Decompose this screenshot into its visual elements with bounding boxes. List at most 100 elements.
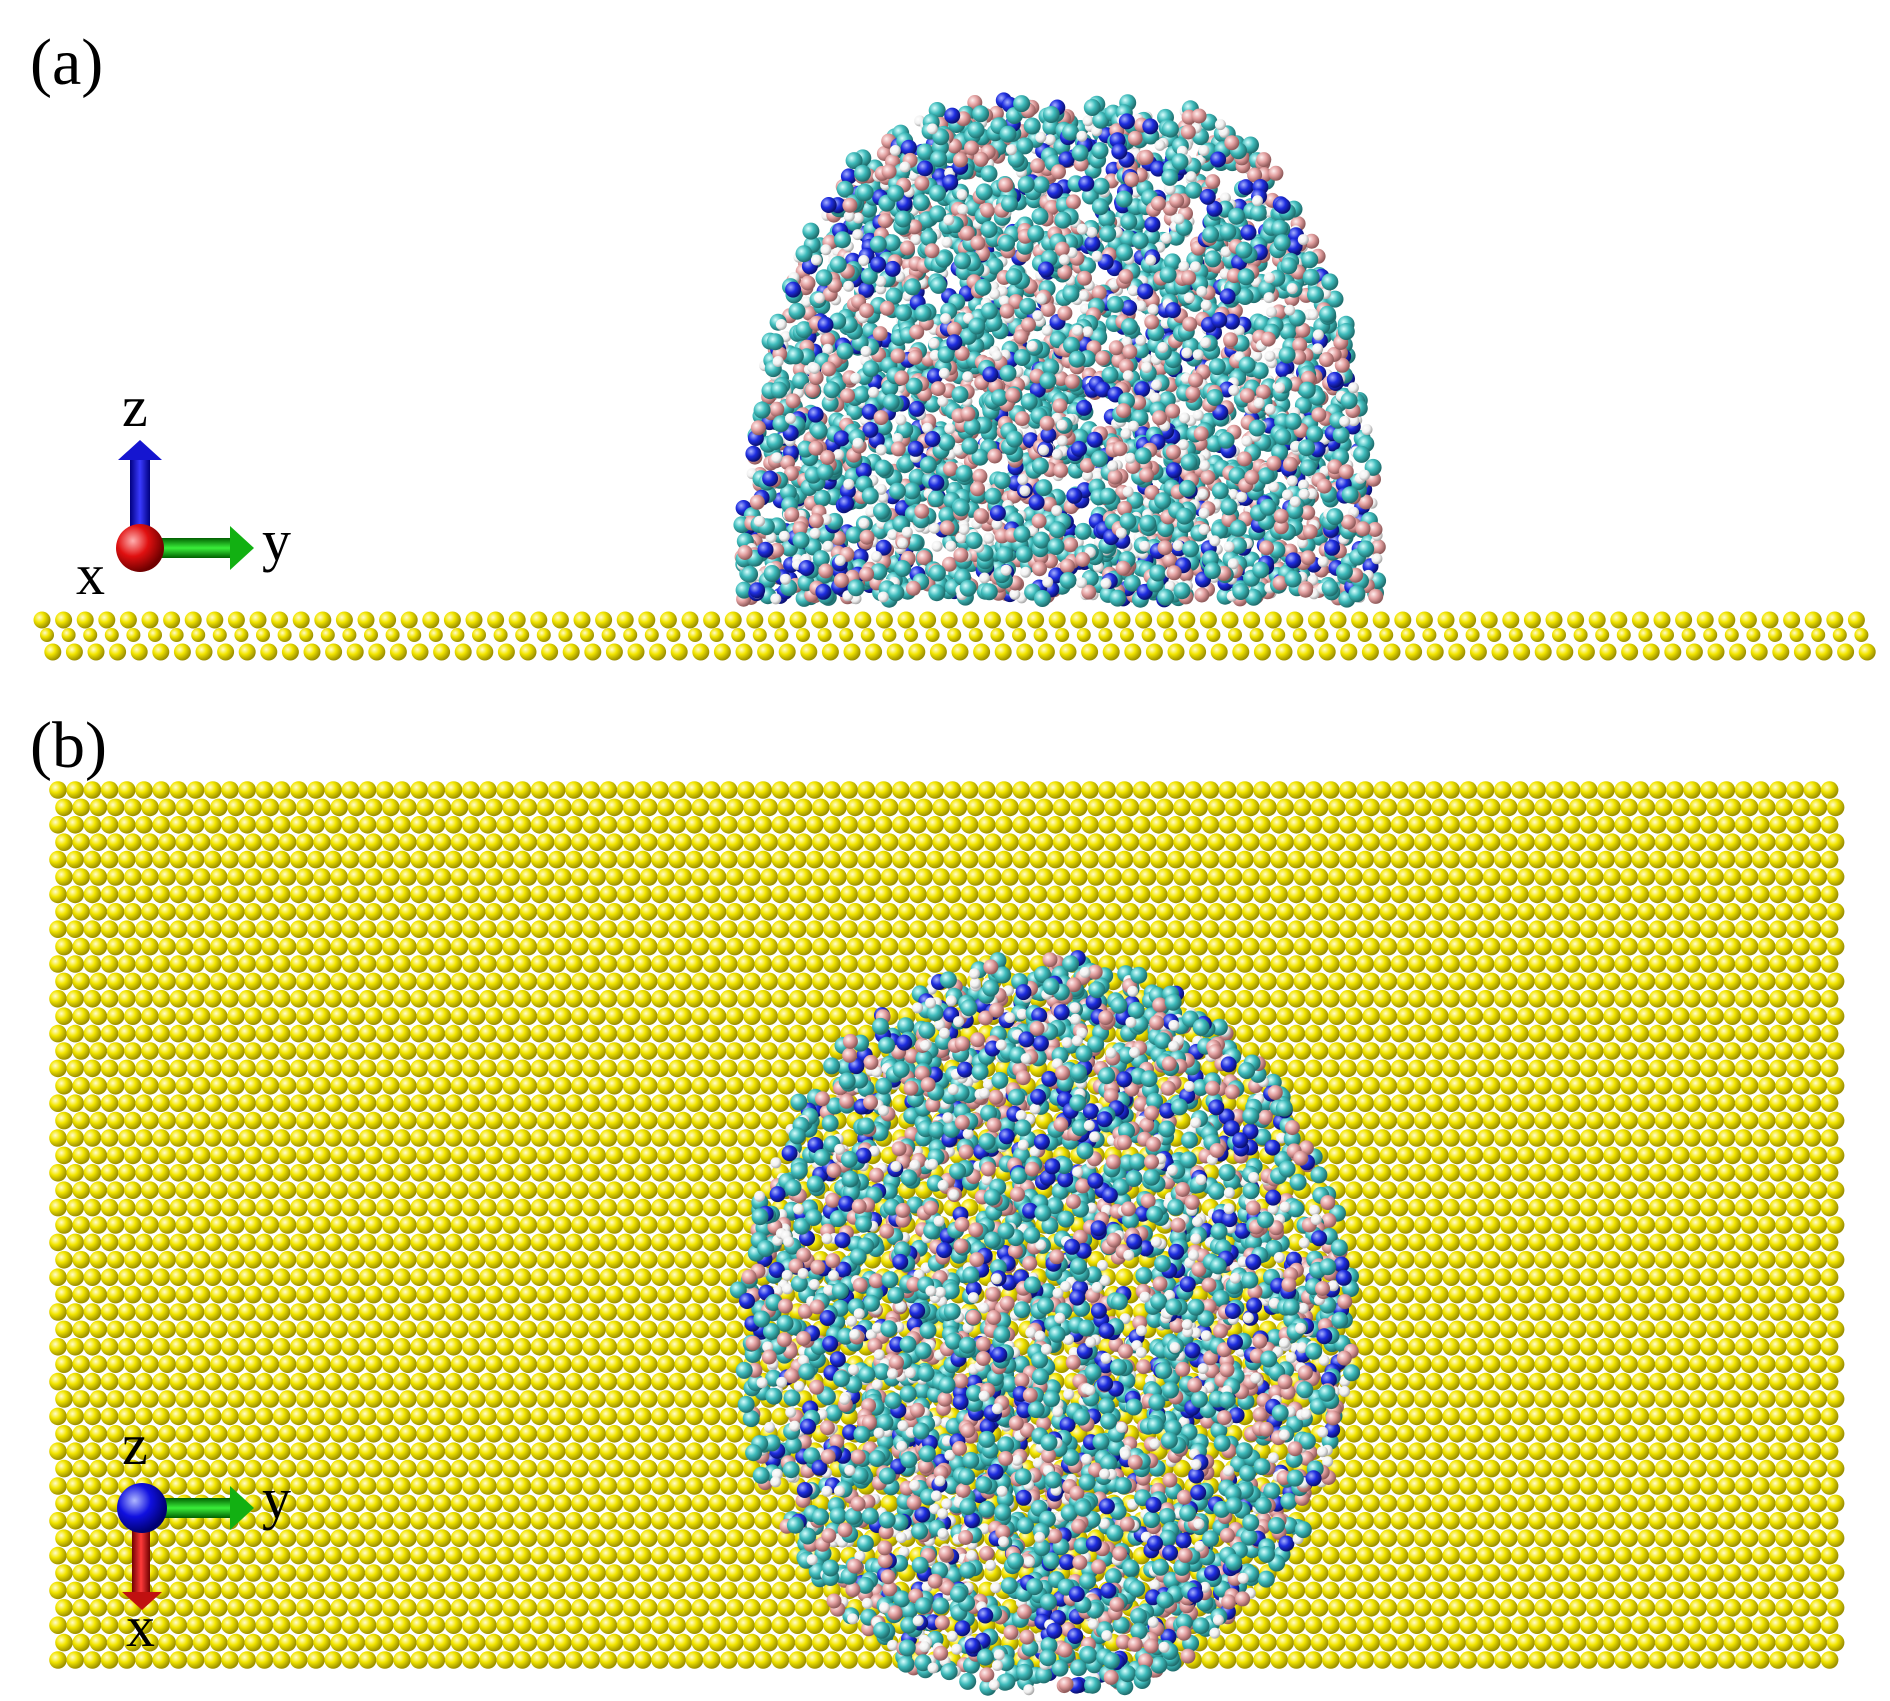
nitrogen-atom: [820, 197, 837, 213]
substrate-atom: [255, 850, 274, 869]
carbon-atom: [1219, 223, 1237, 241]
substrate-atom: [444, 850, 463, 869]
substrate-atom: [411, 643, 429, 661]
hydrogen-atom: [955, 532, 967, 544]
substrate-atom: [479, 850, 497, 869]
substrate-atom: [324, 955, 343, 973]
carbon-atom: [1208, 358, 1226, 376]
substrate-atom: [1253, 920, 1271, 938]
carbon-atom: [919, 456, 937, 474]
nitrogen-atom: [917, 160, 933, 177]
substrate-atom: [943, 885, 962, 904]
hydrogen-atom: [814, 292, 825, 304]
substrate-atom: [702, 781, 721, 799]
substrate-atom: [1287, 781, 1306, 799]
substrate-atom: [651, 885, 669, 904]
substrate-atom: [1528, 781, 1546, 799]
substrate-atom: [1218, 885, 1237, 904]
substrate-atom: [622, 903, 641, 921]
hydrogen-atom: [1263, 292, 1275, 304]
substrate-atom: [1286, 611, 1304, 629]
substrate-atom: [450, 833, 469, 851]
substrate-atom: [1304, 920, 1323, 938]
oxygen-atom: [785, 393, 801, 409]
substrate-atom: [106, 937, 125, 956]
substrate-atom: [812, 937, 830, 956]
substrate-atom: [735, 643, 753, 661]
hydrogen-atom: [1115, 527, 1127, 539]
substrate-atom: [1511, 885, 1529, 904]
nitrogen-atom: [757, 541, 774, 558]
oxygen-atom: [939, 520, 955, 536]
carbon-atom: [955, 465, 973, 482]
substrate-atom: [1228, 628, 1242, 642]
substrate-atom: [89, 868, 108, 886]
substrate-atom: [1586, 868, 1604, 886]
substrate-atom: [1809, 868, 1828, 886]
substrate-atom: [821, 643, 839, 661]
carbon-atom: [1031, 207, 1049, 225]
substrate-atom: [307, 816, 325, 834]
substrate-atom: [307, 850, 325, 869]
oxygen-atom: [1193, 426, 1209, 442]
substrate-atom: [582, 781, 600, 799]
oxygen-atom: [873, 410, 889, 426]
substrate-atom: [1568, 868, 1587, 886]
substrate-atom: [880, 798, 899, 817]
substrate-atom: [141, 833, 159, 851]
substrate-atom: [1339, 885, 1357, 904]
hydrogen-atom: [1286, 475, 1298, 487]
substrate-atom: [904, 628, 918, 642]
carbon-atom: [929, 184, 946, 202]
hydrogen-atom: [1172, 540, 1184, 552]
substrate-atom: [1362, 798, 1380, 817]
substrate-atom: [760, 903, 778, 921]
substrate-atom: [158, 833, 176, 851]
substrate-atom: [530, 816, 549, 834]
substrate-atom: [1448, 868, 1466, 886]
substrate-atom: [1001, 798, 1019, 817]
substrate-atom: [1696, 611, 1714, 629]
substrate-atom: [1414, 903, 1432, 921]
nitrogen-atom: [745, 445, 762, 462]
substrate-atom: [83, 816, 102, 834]
substrate-atom: [1408, 781, 1426, 799]
substrate-atom: [806, 920, 824, 938]
oxygen-atom: [1091, 285, 1107, 301]
hydrogen-atom: [852, 212, 864, 224]
substrate-atom: [1318, 643, 1336, 661]
oxygen-atom: [1191, 108, 1207, 124]
carbon-atom: [951, 386, 969, 404]
substrate-atom: [1562, 816, 1581, 834]
substrate-atom: [296, 903, 314, 921]
oxygen-atom: [1051, 164, 1066, 180]
substrate-atom: [1683, 781, 1701, 799]
substrate-atom: [1500, 937, 1518, 956]
substrate-atom: [794, 798, 813, 817]
substrate-atom: [651, 955, 669, 973]
substrate-atom: [670, 643, 688, 661]
substrate-atom: [175, 798, 194, 817]
substrate-atom: [210, 798, 228, 817]
substrate-atom: [1207, 833, 1226, 851]
substrate-atom: [83, 850, 102, 869]
nitrogen-atom: [1142, 118, 1159, 135]
carbon-atom: [1115, 190, 1133, 208]
substrate-atom: [1087, 903, 1105, 921]
substrate-atom: [175, 903, 194, 921]
substrate-atom: [1637, 798, 1656, 817]
substrate-atom: [1689, 833, 1707, 851]
substrate-atom: [462, 885, 480, 904]
substrate-atom: [599, 955, 618, 973]
substrate-atom: [1070, 833, 1088, 851]
substrate-atom: [152, 850, 170, 869]
substrate-atom: [651, 850, 669, 869]
substrate-atom: [605, 868, 624, 886]
substrate-atom: [1345, 903, 1363, 921]
substrate-atom: [324, 885, 343, 904]
substrate-atom: [898, 868, 916, 886]
substrate-atom: [909, 955, 927, 973]
carbon-atom: [1273, 234, 1291, 252]
hydrogen-atom: [820, 244, 832, 256]
substrate-atom: [688, 628, 702, 642]
